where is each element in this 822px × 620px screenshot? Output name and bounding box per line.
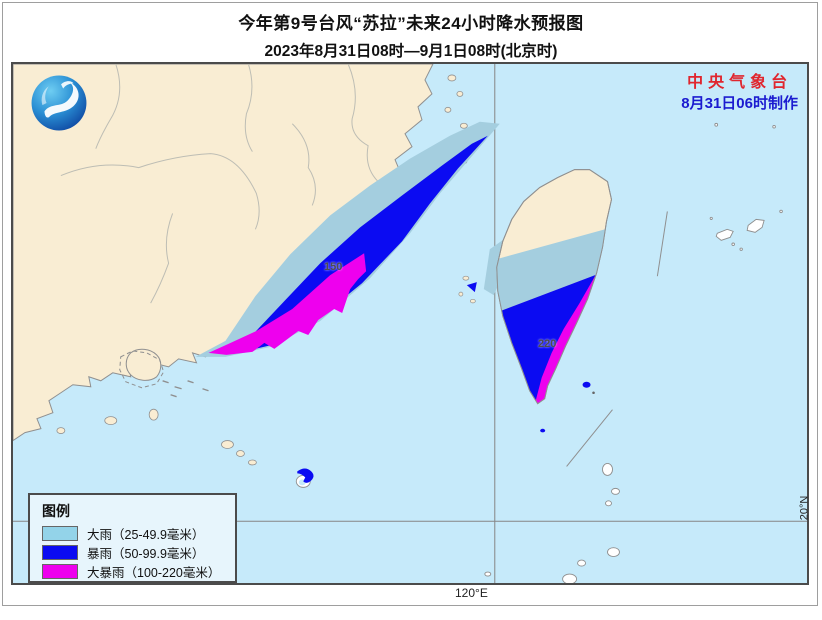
southeast-islets xyxy=(540,381,595,433)
latitude-label: 20°N xyxy=(798,495,811,521)
legend-item-storm-rain: 暴雨（50-99.9毫米） xyxy=(42,543,225,562)
legend: 图例 大雨（25-49.9毫米） 暴雨（50-99.9毫米） 大暴雨（100-2… xyxy=(28,493,237,583)
legend-title: 图例 xyxy=(42,503,70,519)
mainland-storm-rain-band xyxy=(237,135,488,353)
boundary-lines xyxy=(119,211,668,467)
mainland-max-rain-label: 150 xyxy=(324,261,343,273)
taiwan-outline xyxy=(496,169,613,405)
agency-block: 中央气象台 8月31日06时制作 xyxy=(681,72,798,114)
storm-rain-swatch xyxy=(42,545,78,560)
dongsha-atoll xyxy=(295,468,314,488)
agency-name: 中央气象台 xyxy=(687,74,793,91)
heavy-storm-rain-swatch xyxy=(42,564,78,579)
east-islands xyxy=(709,122,783,251)
taiwan-heavy-rain-zone xyxy=(496,223,612,319)
page-subtitle: 2023年8月31日08时—9月1日08时(北京时) xyxy=(264,43,558,60)
page-title: 今年第9号台风“苏拉”未来24小时降水预报图 xyxy=(238,14,584,33)
longitude-label: 120°E xyxy=(455,586,488,600)
legend-item-heavy-storm-rain: 大暴雨（100-220毫米） xyxy=(42,562,225,581)
heavy-rain-swatch xyxy=(42,526,78,541)
agency-issued-time: 8月31日06时制作 xyxy=(681,94,798,112)
legend-item-label: 暴雨（50-99.9毫米） xyxy=(87,547,205,561)
legend-item-label: 大暴雨（100-220毫米） xyxy=(87,566,221,580)
legend-item-heavy-rain: 大雨（25-49.9毫米） xyxy=(42,524,225,543)
legend-item-label: 大雨（25-49.9毫米） xyxy=(87,528,205,542)
delta-peninsula xyxy=(125,348,162,381)
heavy-storm-patch xyxy=(310,288,328,301)
title-block: 今年第9号台风“苏拉”未来24小时降水预报图 2023年8月31日08时—9月1… xyxy=(0,9,822,61)
south-islands xyxy=(484,463,620,583)
cma-logo xyxy=(31,75,87,131)
penghu-islands xyxy=(458,275,477,304)
mainland-heavy-storm-band xyxy=(208,253,367,355)
taiwan-max-rain-label: 220 xyxy=(538,338,557,350)
